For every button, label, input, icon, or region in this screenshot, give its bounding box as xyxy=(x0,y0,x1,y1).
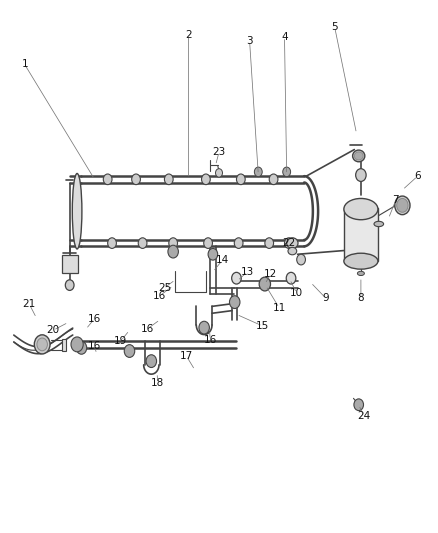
Text: 16: 16 xyxy=(140,324,154,334)
Text: 16: 16 xyxy=(88,341,101,351)
Bar xyxy=(62,339,66,351)
Text: 3: 3 xyxy=(246,36,253,45)
Ellipse shape xyxy=(395,196,410,215)
Text: 6: 6 xyxy=(414,171,421,181)
Text: 17: 17 xyxy=(180,351,193,361)
Ellipse shape xyxy=(72,173,82,249)
Circle shape xyxy=(230,296,240,309)
Text: 5: 5 xyxy=(332,22,338,33)
Circle shape xyxy=(76,342,87,354)
Text: 23: 23 xyxy=(212,147,226,157)
Text: 13: 13 xyxy=(241,267,254,277)
Text: 25: 25 xyxy=(158,283,171,293)
Circle shape xyxy=(108,238,117,248)
Circle shape xyxy=(132,174,141,184)
Ellipse shape xyxy=(397,198,408,212)
Text: 2: 2 xyxy=(185,30,192,41)
Circle shape xyxy=(34,335,50,354)
Ellipse shape xyxy=(353,150,365,162)
Ellipse shape xyxy=(288,247,297,255)
Circle shape xyxy=(199,321,209,334)
Text: 11: 11 xyxy=(272,303,286,313)
Circle shape xyxy=(37,338,47,351)
Circle shape xyxy=(208,248,218,260)
Circle shape xyxy=(285,238,293,248)
Text: 9: 9 xyxy=(323,293,329,303)
Circle shape xyxy=(65,280,74,290)
Circle shape xyxy=(103,174,112,184)
Circle shape xyxy=(164,174,173,184)
Circle shape xyxy=(124,345,135,358)
Ellipse shape xyxy=(287,238,298,248)
Bar xyxy=(62,255,78,273)
Text: 21: 21 xyxy=(22,298,36,309)
Circle shape xyxy=(356,168,366,181)
Circle shape xyxy=(71,337,83,352)
Circle shape xyxy=(234,238,243,248)
Ellipse shape xyxy=(357,271,364,276)
Ellipse shape xyxy=(344,253,378,269)
Ellipse shape xyxy=(354,152,363,160)
Text: 8: 8 xyxy=(357,293,364,303)
Text: 10: 10 xyxy=(290,288,303,298)
Circle shape xyxy=(297,254,305,265)
Circle shape xyxy=(215,168,223,177)
Bar xyxy=(344,208,378,261)
Circle shape xyxy=(269,174,278,184)
Ellipse shape xyxy=(374,221,384,227)
Text: 7: 7 xyxy=(392,195,399,205)
Ellipse shape xyxy=(344,198,378,220)
Circle shape xyxy=(265,238,274,248)
Circle shape xyxy=(237,174,245,184)
Circle shape xyxy=(146,355,156,368)
Text: 15: 15 xyxy=(256,321,269,331)
Text: 12: 12 xyxy=(264,270,277,279)
Text: 4: 4 xyxy=(281,32,288,42)
Text: 14: 14 xyxy=(216,255,229,265)
Text: 18: 18 xyxy=(151,378,165,389)
Circle shape xyxy=(168,245,178,258)
Text: 16: 16 xyxy=(204,335,217,345)
Circle shape xyxy=(169,238,177,248)
Circle shape xyxy=(204,238,212,248)
Text: 22: 22 xyxy=(282,238,296,247)
Text: 16: 16 xyxy=(88,313,101,324)
Circle shape xyxy=(138,238,147,248)
Circle shape xyxy=(286,272,296,284)
Circle shape xyxy=(259,277,271,291)
Circle shape xyxy=(201,174,210,184)
Text: 19: 19 xyxy=(114,336,127,346)
Circle shape xyxy=(254,167,262,176)
Circle shape xyxy=(232,272,241,284)
Circle shape xyxy=(354,399,364,410)
Text: 20: 20 xyxy=(46,325,60,335)
Text: 24: 24 xyxy=(357,411,371,422)
Text: 16: 16 xyxy=(152,291,166,301)
Circle shape xyxy=(283,167,290,176)
Text: 1: 1 xyxy=(21,60,28,69)
